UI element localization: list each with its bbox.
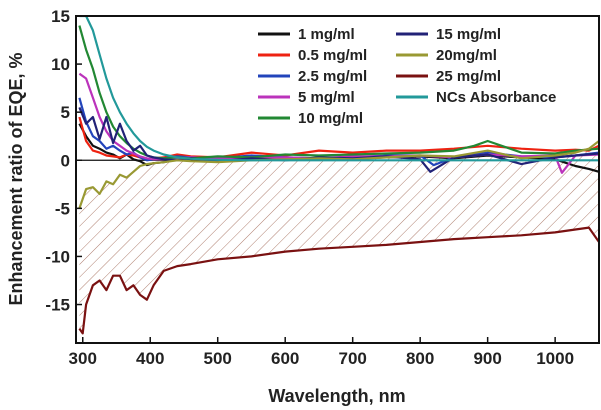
- x-tick-label: 900: [473, 349, 501, 368]
- y-axis: -15 -10 -5 0 5 10 15: [45, 7, 82, 315]
- legend-label-3: 5 mg/ml: [298, 89, 355, 106]
- hatched-region-layer: [79, 141, 599, 334]
- series-line-7: [78, 226, 599, 335]
- legend-label-8: NCs Absorbance: [436, 89, 556, 106]
- x-tick-label: 1000: [536, 349, 574, 368]
- legend-label-5: 15 mg/ml: [436, 26, 501, 43]
- x-tick-label: 500: [204, 349, 232, 368]
- series-line-6: [78, 140, 599, 209]
- y-tick-label: -10: [45, 247, 70, 266]
- x-axis: 300 400 500 600 700 800 900 1000: [69, 337, 574, 368]
- x-axis-label: Wavelength, nm: [268, 386, 405, 406]
- y-tick-label: -15: [45, 296, 70, 315]
- x-tick-label: 700: [338, 349, 366, 368]
- x-tick-label: 600: [271, 349, 299, 368]
- legend: 1 mg/ml 0.5 mg/ml 2.5 mg/ml 5 mg/ml 10 mg/ml…: [258, 26, 556, 127]
- y-tick-label: 10: [51, 55, 70, 74]
- legend-label-2: 2.5 mg/ml: [298, 68, 367, 85]
- y-tick-label: -5: [55, 199, 70, 218]
- legend-label-0: 1 mg/ml: [298, 26, 355, 43]
- plot-frame: [75, 15, 600, 344]
- y-tick-label: 5: [61, 103, 70, 122]
- series-line-8: [79, 16, 599, 162]
- y-tick-label: 0: [61, 151, 70, 170]
- legend-label-6: 20mg/ml: [436, 47, 497, 64]
- hatched-area: [79, 141, 599, 334]
- x-tick-label: 300: [69, 349, 97, 368]
- x-tick-label: 800: [406, 349, 434, 368]
- legend-label-7: 25 mg/ml: [436, 68, 501, 85]
- series-layer: [78, 16, 599, 335]
- y-tick-label: 15: [51, 7, 70, 26]
- y-axis-label: Enhancement ratio of EQE, %: [6, 52, 26, 305]
- x-tick-label: 400: [136, 349, 164, 368]
- legend-label-1: 0.5 mg/ml: [298, 47, 367, 64]
- legend-label-4: 10 mg/ml: [298, 110, 363, 127]
